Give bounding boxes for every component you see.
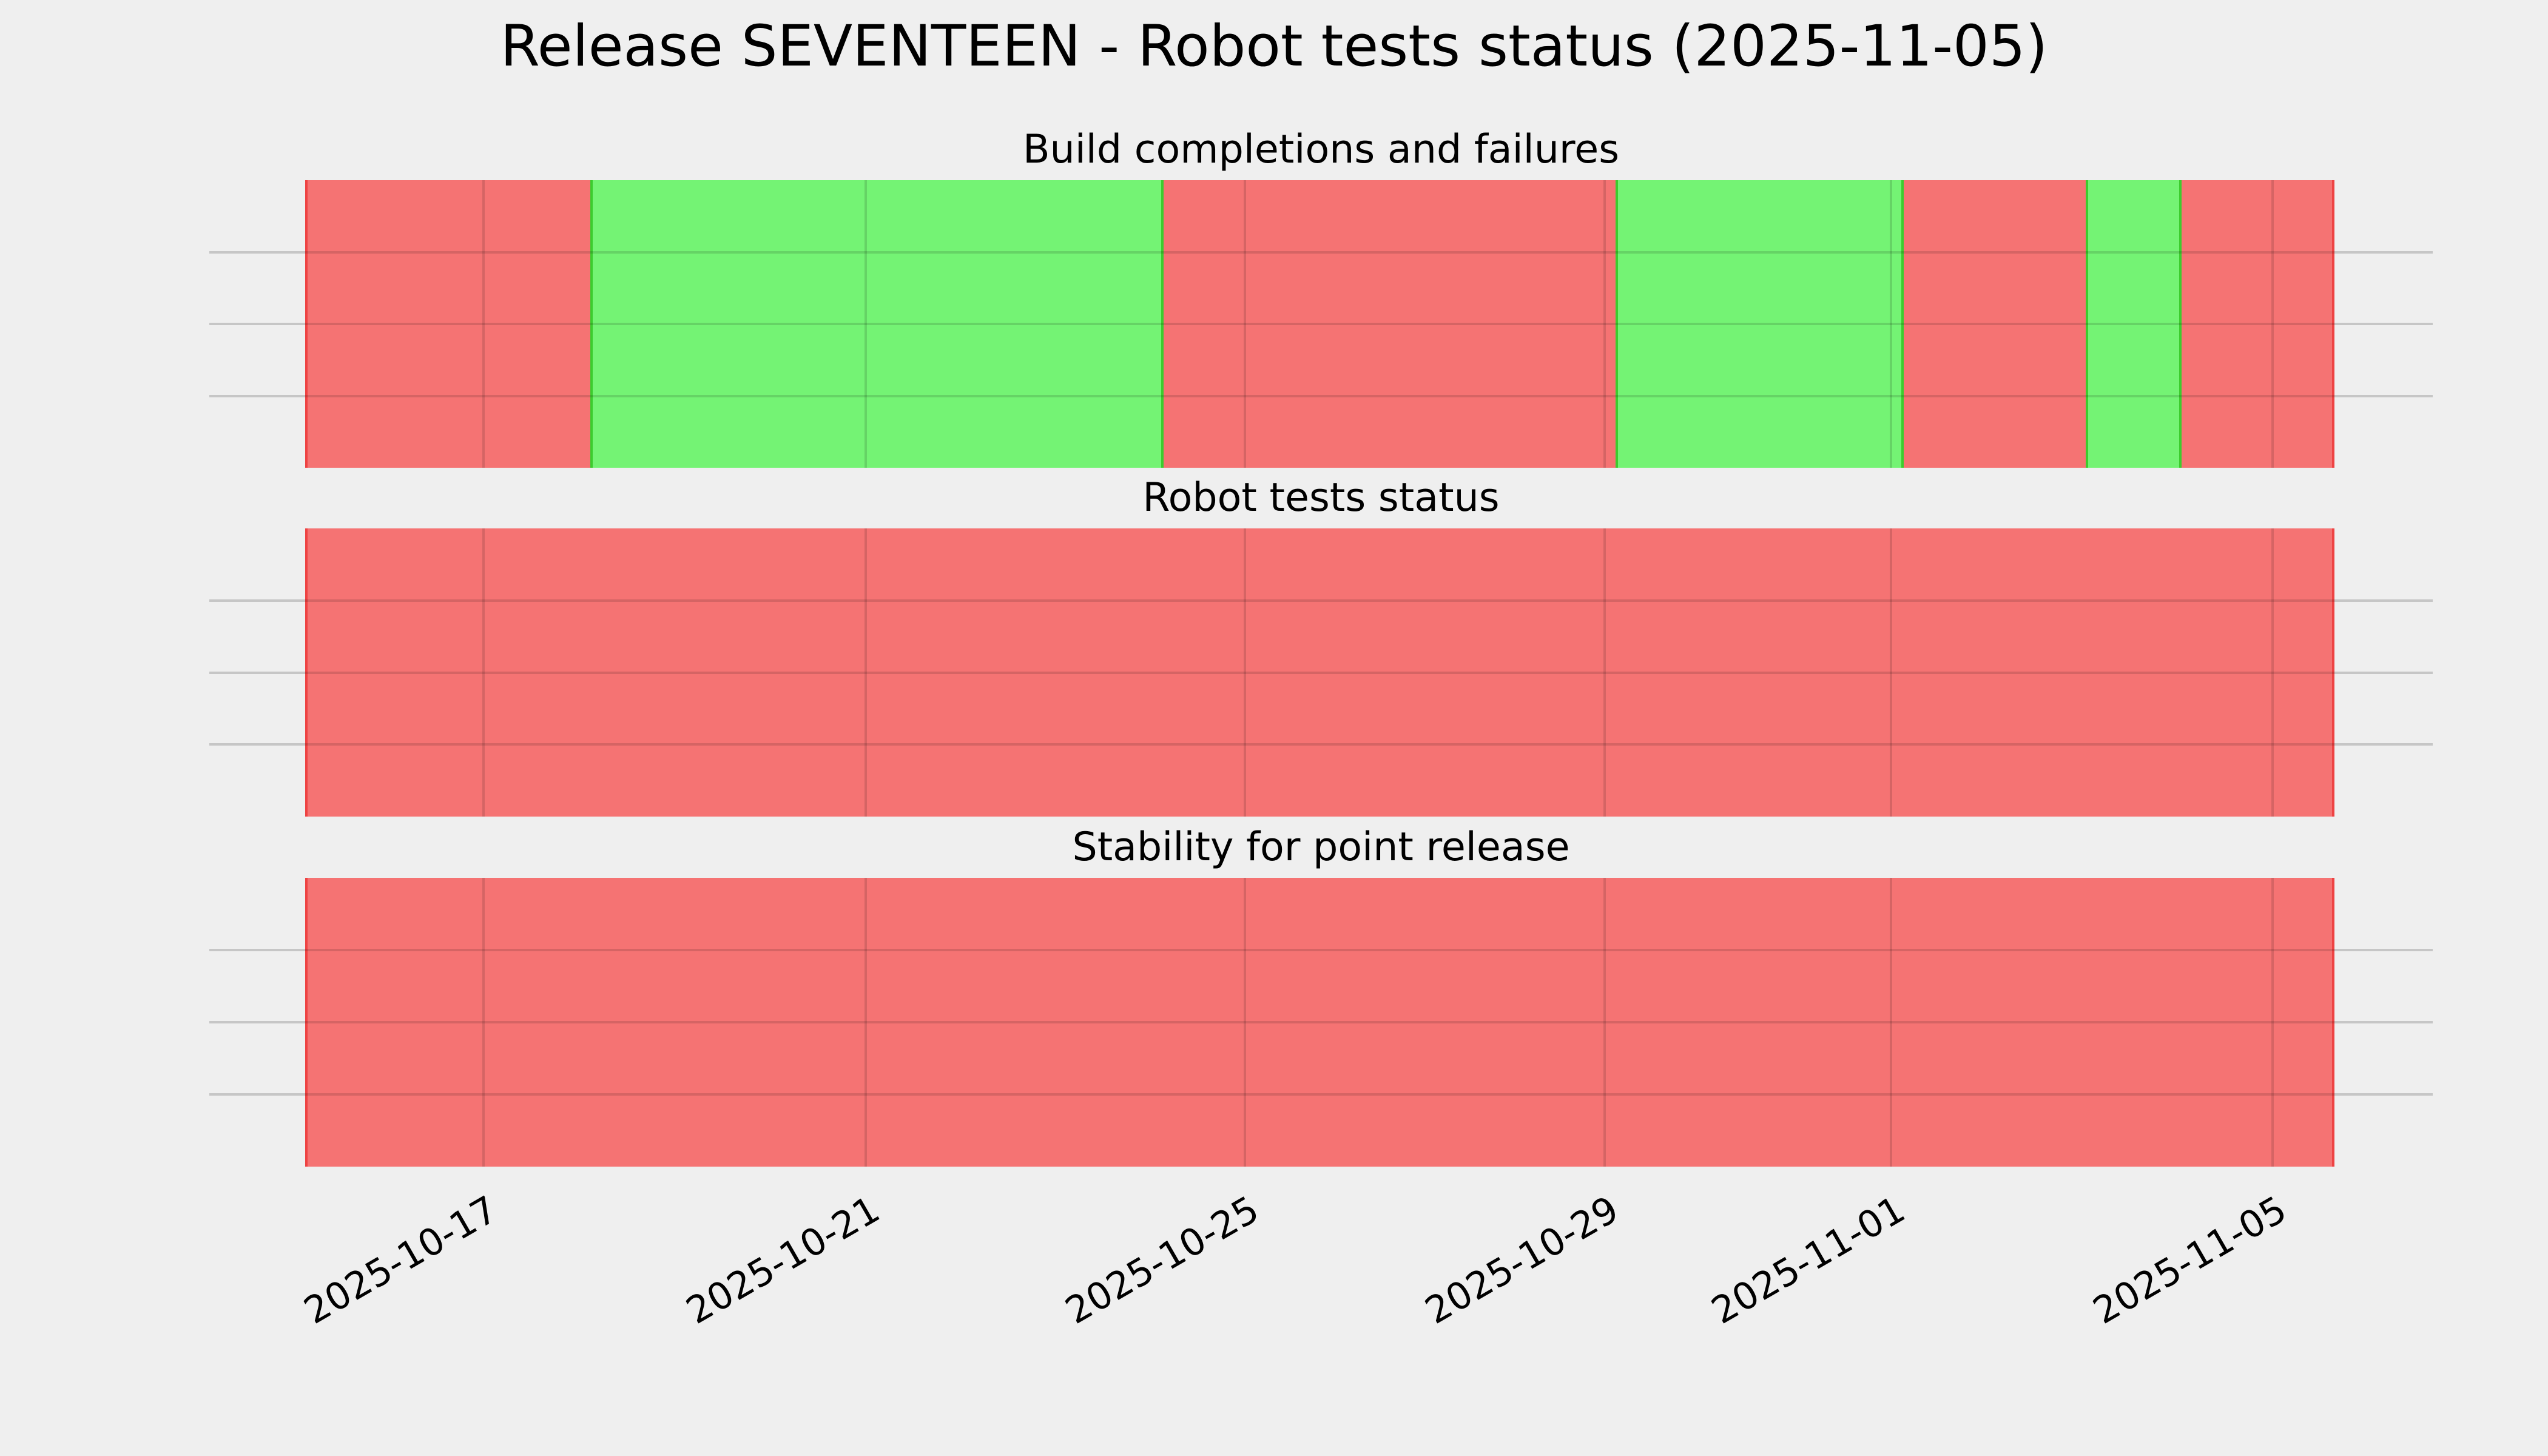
status-segment-fail: [2180, 180, 2334, 468]
status-segment-fail: [305, 878, 2334, 1167]
status-bar: [305, 878, 2334, 1167]
bar-edge: [2332, 878, 2334, 1167]
segment-edge-pass: [1615, 180, 1618, 468]
segment-edge-pass: [1161, 180, 1164, 468]
gridline-horizontal-overlay: [305, 251, 2334, 254]
status-segment-fail: [1162, 180, 1617, 468]
gridline-vertical: [864, 878, 867, 1167]
gridline-vertical: [1603, 180, 1606, 468]
status-segment-fail: [305, 180, 592, 468]
gridline-vertical: [482, 180, 485, 468]
gridline-vertical: [1244, 878, 1246, 1167]
gridline-horizontal-overlay: [305, 1093, 2334, 1096]
gridline-vertical: [1244, 180, 1246, 468]
bar-edge: [2332, 528, 2334, 817]
status-segment-fail: [305, 528, 2334, 817]
status-segment-fail: [1902, 180, 2087, 468]
gridline-horizontal-overlay: [305, 395, 2334, 397]
gridline-vertical: [1603, 528, 1606, 817]
bar-edge: [305, 528, 308, 817]
x-tick-label: 2025-10-17: [297, 1188, 505, 1333]
gridline-vertical: [1890, 180, 1892, 468]
gridline-horizontal-overlay: [305, 599, 2334, 602]
gridline-vertical: [1890, 878, 1892, 1167]
gridline-vertical: [482, 528, 485, 817]
gridline-vertical: [864, 180, 867, 468]
gridline-horizontal-overlay: [305, 323, 2334, 325]
status-segment-pass: [1616, 180, 1903, 468]
subplot-title: Robot tests status: [1142, 475, 1500, 521]
gridline-vertical: [1603, 878, 1606, 1167]
segment-edge-pass: [590, 180, 593, 468]
gridline-vertical: [1244, 528, 1246, 817]
subplot-title: Build completions and failures: [1022, 127, 1620, 172]
x-tick-label: 2025-10-29: [1418, 1188, 1626, 1333]
bar-edge: [305, 878, 308, 1167]
x-tick-label: 2025-10-21: [679, 1188, 888, 1333]
status-bar: [305, 528, 2334, 817]
x-tick-label: 2025-11-01: [1704, 1188, 1913, 1333]
gridline-vertical: [2271, 878, 2274, 1167]
gridline-horizontal-overlay: [305, 949, 2334, 951]
gridline-vertical: [864, 528, 867, 817]
gridline-horizontal-overlay: [305, 672, 2334, 674]
gridline-vertical: [2271, 180, 2274, 468]
status-segment-pass: [591, 180, 1162, 468]
bar-edge: [305, 180, 308, 468]
gridline-vertical: [1890, 528, 1892, 817]
subplot-title: Stability for point release: [1072, 824, 1570, 870]
x-tick-label: 2025-11-05: [2086, 1188, 2294, 1333]
gridline-vertical: [482, 878, 485, 1167]
gridline-horizontal-overlay: [305, 743, 2334, 746]
figure-title: Release SEVENTEEN - Robot tests status (…: [500, 13, 2048, 79]
segment-edge-pass: [2179, 180, 2182, 468]
status-bar: [305, 180, 2334, 468]
gridline-vertical: [2271, 528, 2274, 817]
bar-edge: [2332, 180, 2334, 468]
segment-edge-pass: [2085, 180, 2088, 468]
gridline-horizontal-overlay: [305, 1021, 2334, 1023]
x-tick-label: 2025-10-25: [1058, 1188, 1267, 1333]
segment-edge-pass: [1901, 180, 1904, 468]
status-segment-pass: [2086, 180, 2180, 468]
